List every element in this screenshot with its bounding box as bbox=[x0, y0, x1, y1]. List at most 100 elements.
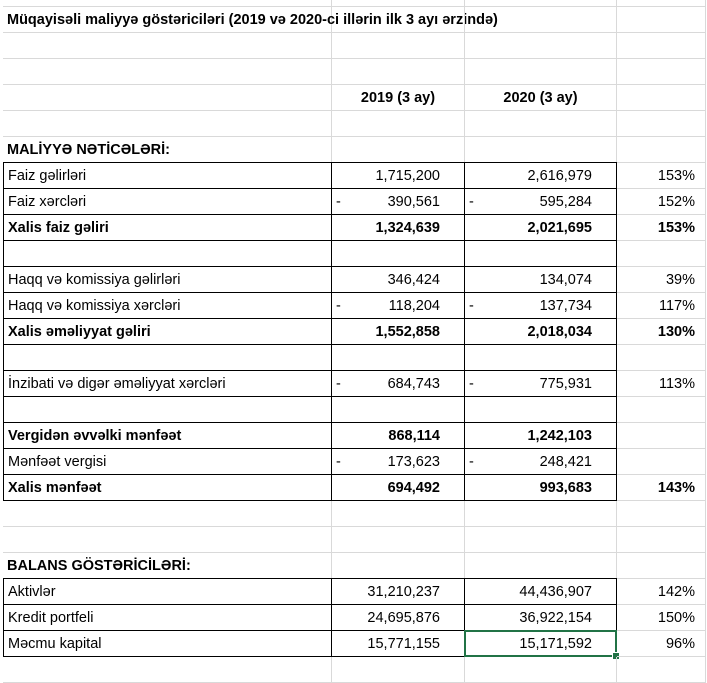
cell-d[interactable] bbox=[617, 501, 706, 527]
cell-c[interactable] bbox=[465, 137, 617, 163]
cell-d[interactable] bbox=[617, 527, 706, 553]
cell-a[interactable] bbox=[3, 111, 332, 137]
cell-c[interactable]: 993,683 bbox=[464, 474, 617, 501]
cell-d[interactable] bbox=[617, 85, 706, 111]
cell-b[interactable] bbox=[332, 111, 465, 137]
cell-d[interactable]: 96% bbox=[617, 631, 706, 657]
cell-a[interactable] bbox=[3, 501, 332, 527]
cell-d[interactable] bbox=[617, 59, 706, 85]
cell-a[interactable] bbox=[3, 396, 332, 423]
cell-b[interactable] bbox=[331, 344, 465, 371]
cell-c[interactable] bbox=[465, 501, 617, 527]
cell-a[interactable]: İnzibati və digər əməliyyat xərcləri bbox=[3, 370, 332, 397]
cell-c[interactable]: 2,021,695 bbox=[464, 214, 617, 241]
cell-c[interactable]: 2,616,979 bbox=[464, 162, 617, 189]
cell-b[interactable]: 15,771,155 bbox=[331, 630, 465, 657]
cell-b[interactable] bbox=[332, 7, 465, 33]
cell-c[interactable] bbox=[464, 396, 617, 423]
cell-c[interactable] bbox=[465, 111, 617, 137]
cell-b[interactable] bbox=[332, 553, 465, 579]
cell-c[interactable]: - 248,421 bbox=[464, 448, 617, 475]
cell-d[interactable] bbox=[617, 111, 706, 137]
cell-a[interactable] bbox=[3, 240, 332, 267]
cell-c[interactable] bbox=[465, 657, 617, 683]
cell-c[interactable]: 134,074 bbox=[464, 266, 617, 293]
cell-d[interactable]: 39% bbox=[617, 267, 706, 293]
selected-cell[interactable]: 15,171,592 bbox=[464, 630, 620, 660]
cell-b[interactable]: 31,210,237 bbox=[331, 578, 465, 605]
cell-c[interactable]: - 137,734 bbox=[464, 292, 617, 319]
cell-a[interactable]: Vergidən əvvəlki mənfəət bbox=[3, 422, 332, 449]
cell-b[interactable] bbox=[332, 59, 465, 85]
cell-a[interactable]: Xalis əməliyyat gəliri bbox=[3, 318, 332, 345]
cell-c[interactable] bbox=[464, 240, 617, 267]
cell-a[interactable] bbox=[3, 344, 332, 371]
cell-d[interactable]: 130% bbox=[617, 319, 706, 345]
cell-b[interactable] bbox=[331, 240, 465, 267]
cell-c[interactable] bbox=[465, 7, 617, 33]
cell-d[interactable] bbox=[617, 345, 706, 371]
cell-a[interactable] bbox=[3, 59, 332, 85]
cell-d[interactable] bbox=[617, 241, 706, 267]
cell-b[interactable]: 2019 (3 ay) bbox=[332, 85, 465, 111]
cell-a[interactable]: Faiz xərcləri bbox=[3, 188, 332, 215]
cell-a[interactable]: Müqayisəli maliyyə göstəriciləri (2019 v… bbox=[3, 7, 498, 33]
cell-b[interactable] bbox=[331, 396, 465, 423]
cell-a[interactable]: Aktivlər bbox=[3, 578, 332, 605]
cell-a[interactable]: Mənfəət vergisi bbox=[3, 448, 332, 475]
cell-a[interactable]: Kredit portfeli bbox=[3, 604, 332, 631]
cell-d[interactable] bbox=[617, 33, 706, 59]
cell-c[interactable] bbox=[465, 553, 617, 579]
cell-d[interactable]: 150% bbox=[617, 605, 706, 631]
cell-b[interactable]: 24,695,876 bbox=[331, 604, 465, 631]
cell-c[interactable]: 36,922,154 bbox=[464, 604, 617, 631]
cell-d[interactable] bbox=[617, 397, 706, 423]
cell-a[interactable]: Məcmu kapital bbox=[3, 630, 332, 657]
cell-c[interactable]: 2,018,034 bbox=[464, 318, 617, 345]
cell-b[interactable] bbox=[332, 501, 465, 527]
cell-c[interactable]: 1,242,103 bbox=[464, 422, 617, 449]
cell-d[interactable] bbox=[617, 423, 706, 449]
cell-b[interactable]: 868,114 bbox=[331, 422, 465, 449]
cell-a[interactable] bbox=[3, 85, 332, 111]
cell-a[interactable]: Faiz gəlirləri bbox=[3, 162, 332, 189]
cell-a[interactable]: Xalis mənfəət bbox=[3, 474, 332, 501]
cell-a[interactable]: MALİYYƏ NƏTİCƏLƏRİ: bbox=[3, 137, 332, 163]
cell-c[interactable] bbox=[465, 0, 617, 7]
cell-d[interactable] bbox=[617, 0, 706, 7]
cell-c[interactable]: 44,436,907 bbox=[464, 578, 617, 605]
cell-b[interactable]: - 173,623 bbox=[331, 448, 465, 475]
cell-a[interactable] bbox=[3, 0, 332, 7]
cell-c[interactable]: - 595,284 bbox=[464, 188, 617, 215]
cell-d[interactable]: 143% bbox=[617, 475, 706, 501]
cell-b[interactable]: - 390,561 bbox=[331, 188, 465, 215]
cell-a[interactable] bbox=[3, 657, 332, 683]
cell-b[interactable] bbox=[332, 0, 465, 7]
cell-d[interactable]: 153% bbox=[617, 215, 706, 241]
cell-a[interactable]: BALANS GÖSTƏRİCİLƏRİ: bbox=[3, 553, 332, 579]
cell-a[interactable]: Xalis faiz gəliri bbox=[3, 214, 332, 241]
cell-d[interactable] bbox=[617, 553, 706, 579]
cell-b[interactable] bbox=[332, 527, 465, 553]
cell-c[interactable]: 2020 (3 ay) bbox=[465, 85, 617, 111]
cell-c[interactable]: - 775,931 bbox=[464, 370, 617, 397]
cell-d[interactable]: 153% bbox=[617, 163, 706, 189]
cell-a[interactable] bbox=[3, 527, 332, 553]
cell-b[interactable] bbox=[332, 657, 465, 683]
cell-b[interactable] bbox=[332, 33, 465, 59]
cell-d[interactable]: 117% bbox=[617, 293, 706, 319]
cell-b[interactable]: 1,324,639 bbox=[331, 214, 465, 241]
cell-d[interactable] bbox=[617, 657, 706, 683]
cell-c[interactable] bbox=[464, 344, 617, 371]
cell-a[interactable]: Haqq və komissiya xərcləri bbox=[3, 292, 332, 319]
cell-c[interactable] bbox=[465, 33, 617, 59]
cell-b[interactable]: 346,424 bbox=[331, 266, 465, 293]
cell-b[interactable]: 694,492 bbox=[331, 474, 465, 501]
cell-c[interactable] bbox=[465, 59, 617, 85]
cell-b[interactable]: - 118,204 bbox=[331, 292, 465, 319]
cell-d[interactable]: 142% bbox=[617, 579, 706, 605]
cell-b[interactable]: 1,715,200 bbox=[331, 162, 465, 189]
cell-d[interactable]: 113% bbox=[617, 371, 706, 397]
cell-b[interactable]: 1,552,858 bbox=[331, 318, 465, 345]
